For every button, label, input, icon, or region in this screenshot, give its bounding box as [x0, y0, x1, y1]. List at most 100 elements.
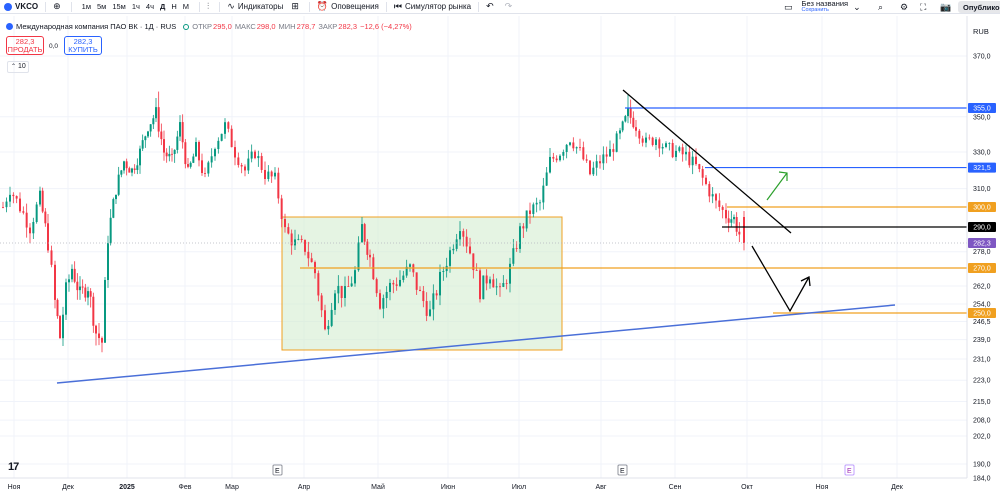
candle-body	[632, 117, 635, 128]
legend-title[interactable]: Международная компания ПАО ВК · 1Д · RUS	[16, 22, 177, 31]
chart-type-button[interactable]: ⫶	[203, 0, 216, 14]
earnings-marker[interactable]: E	[617, 464, 628, 476]
indicators-icon: ∿	[227, 1, 235, 11]
candle-body	[569, 142, 571, 145]
candle-body	[195, 142, 197, 157]
snapshot-button[interactable]: 📷	[936, 0, 958, 14]
candle-body	[738, 231, 741, 235]
candle-body	[435, 293, 438, 296]
candle-body	[641, 138, 644, 143]
candle-body	[47, 223, 49, 251]
quick-search-button[interactable]: ⌕	[874, 0, 890, 14]
candle-body	[337, 285, 340, 294]
svg-text:E: E	[620, 468, 625, 475]
candle-body	[104, 279, 106, 343]
price-badge	[968, 238, 996, 248]
symbol-name: VKCO	[15, 2, 39, 11]
price-tick-label: 190,0	[973, 462, 991, 469]
candle-body	[65, 282, 67, 315]
candle-body	[668, 143, 671, 144]
search-icon: ⌕	[878, 1, 884, 12]
candle-body	[123, 161, 125, 171]
candle-body	[56, 299, 59, 317]
timeframe-5m[interactable]: 5м	[97, 2, 107, 11]
candle-body	[155, 107, 157, 119]
candle-body	[545, 172, 548, 186]
candle-body	[15, 196, 18, 199]
price-badge-label: 300,0	[973, 205, 991, 212]
currency-label: RUB	[973, 27, 989, 36]
timeframe-week[interactable]: Н	[171, 2, 177, 11]
candle-body	[422, 290, 425, 302]
candle-body	[688, 151, 691, 166]
candle-body	[176, 136, 179, 150]
timeframe-15m[interactable]: 15м	[112, 2, 126, 11]
timeframe-month[interactable]: М	[182, 2, 190, 11]
candle-body	[181, 122, 184, 143]
timeframe-4h[interactable]: 4ч	[145, 2, 155, 11]
quantity-field[interactable]: ⌃ 10	[7, 61, 29, 73]
candle-body	[552, 156, 555, 159]
sell-button[interactable]: 282,3 ПРОДАТЬ	[6, 36, 44, 55]
price-tick-label: 262,0	[973, 284, 991, 291]
candle-body	[678, 147, 681, 151]
time-tick-label: Мар	[225, 484, 239, 491]
earnings-marker[interactable]: E	[272, 464, 283, 476]
indicators-button[interactable]: ∿ Индикаторы	[223, 0, 287, 14]
symbol-logo-icon	[4, 2, 12, 11]
undo-button[interactable]: ↶	[482, 0, 501, 14]
candle-body	[115, 194, 117, 200]
candle-body	[29, 227, 31, 234]
timeframe-1m[interactable]: 1м	[81, 2, 91, 11]
redo-icon: ↷	[504, 1, 513, 11]
candle-body	[502, 283, 505, 287]
candle-body	[389, 282, 391, 292]
alerts-label: Оповещения	[331, 2, 379, 11]
candle-body	[330, 309, 333, 326]
price-badge	[968, 222, 996, 232]
candle-body	[369, 254, 371, 258]
candle-body	[344, 286, 346, 298]
settings-button[interactable]: ⚙	[896, 0, 915, 14]
candle-body	[224, 122, 226, 134]
candle-body	[133, 168, 136, 170]
layout-save-status: Сохранить	[801, 7, 829, 13]
candle-body	[284, 219, 286, 228]
tradingview-logo-icon[interactable]: 17	[8, 461, 19, 473]
redo-button[interactable]: ↷	[501, 0, 520, 14]
alerts-button[interactable]: ⏰ Оповещения	[313, 0, 383, 14]
earnings-marker-future[interactable]: E	[844, 464, 855, 476]
candle-body	[340, 285, 343, 298]
price-tick-label: 208,0	[973, 418, 991, 425]
candle-body	[19, 198, 21, 212]
high-value: 298,0	[256, 22, 276, 31]
timeframe-1h[interactable]: 1ч	[131, 2, 140, 11]
templates-button[interactable]: ⊞	[287, 0, 306, 14]
candle-body	[382, 298, 385, 309]
candle-body	[529, 210, 531, 214]
candle-body	[455, 239, 458, 249]
symbol-search[interactable]: VKCO	[0, 0, 42, 14]
candle-body	[429, 309, 431, 316]
layout-menu[interactable]: ▭ Без названия Сохранить ⌄	[780, 0, 868, 14]
candle-body	[44, 211, 47, 224]
fullscreen-button[interactable]: ⛶	[916, 0, 933, 14]
candle-body	[465, 236, 468, 247]
publish-button[interactable]: Опубликовать	[958, 1, 1000, 13]
candle-body	[257, 156, 260, 159]
candle-body	[334, 293, 336, 310]
time-tick-label: Апр	[298, 484, 310, 491]
candle-body	[638, 130, 641, 139]
candle-body	[721, 206, 724, 210]
spread-value: 0,0	[49, 43, 59, 50]
candle-body	[39, 190, 41, 205]
compare-button[interactable]: ⊕	[49, 0, 68, 14]
timeframe-day[interactable]: Д	[160, 2, 166, 11]
replay-button[interactable]: ⏮ Симулятор рынка	[390, 0, 475, 14]
buy-button[interactable]: 282,3 КУПИТЬ	[64, 36, 102, 55]
candle-body	[743, 217, 745, 243]
divider	[478, 1, 480, 12]
chevron-down-icon: ⌄	[853, 1, 861, 12]
candle-body	[725, 209, 727, 219]
